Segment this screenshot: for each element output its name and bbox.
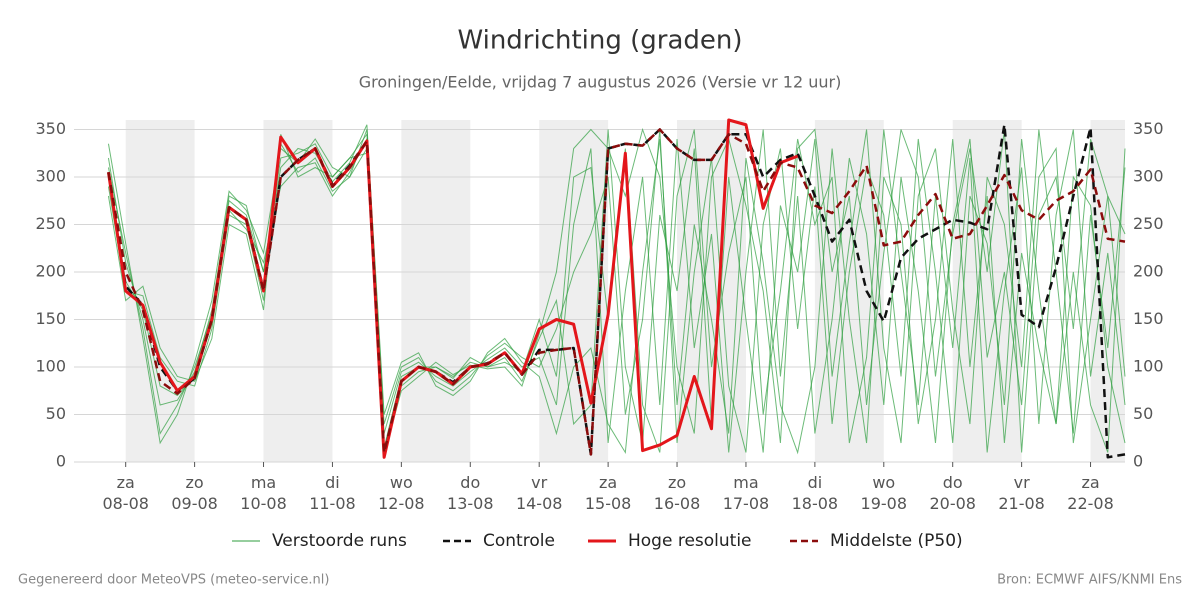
legend-label: Controle	[483, 531, 555, 551]
chart-subtitle: Groningen/Eelde, vrijdag 7 augustus 2026…	[359, 73, 842, 92]
x-tick-label: do 20-08	[929, 473, 976, 513]
y2-tick-label: 350	[1133, 119, 1164, 138]
y-tick-label: 250	[35, 214, 66, 233]
footer-left: Gegenereerd door MeteoVPS (meteo-service…	[18, 573, 329, 588]
x-tick-label: wo 19-08	[861, 473, 908, 513]
x-tick-label: wo 12-08	[378, 473, 425, 513]
x-tick-label: ma 10-08	[240, 473, 287, 513]
ensemble-line	[107, 124, 1126, 453]
y2-tick-label: 250	[1133, 214, 1164, 233]
day-shade	[1090, 120, 1125, 462]
day-shade	[125, 120, 195, 462]
y-tick-label: 350	[35, 119, 66, 138]
legend-label: Verstoorde runs	[272, 531, 407, 551]
x-tick-label: za 08-08	[102, 473, 149, 513]
legend-label: Middelste (P50)	[830, 531, 963, 551]
footer-right: Bron: ECMWF AIFS/KNMI Ens	[997, 573, 1182, 588]
ensemble-line	[107, 129, 1126, 453]
x-tick-label: do 13-08	[447, 473, 494, 513]
x-tick-label: di 18-08	[792, 473, 839, 513]
chart-title: Windrichting (graden)	[457, 26, 742, 56]
y-tick-label: 50	[46, 404, 66, 423]
y-tick-label: 300	[35, 167, 66, 186]
y2-tick-label: 200	[1133, 262, 1164, 281]
y-tick-label: 100	[35, 357, 66, 376]
y-tick-label: 150	[35, 309, 66, 328]
y2-tick-label: 100	[1133, 357, 1164, 376]
x-tick-label: vr 21-08	[998, 473, 1045, 513]
day-shade	[814, 120, 884, 462]
legend: Verstoorde runs Controle Hoge resolutie Mid…	[232, 531, 963, 551]
x-tick-label: ma 17-08	[723, 473, 770, 513]
legend-label: Hoge resolutie	[628, 531, 752, 551]
y2-tick-label: 300	[1133, 167, 1164, 186]
y-tick-label: 0	[56, 452, 66, 471]
x-tick-label: za 22-08	[1067, 473, 1114, 513]
x-tick-label: za 15-08	[585, 473, 632, 513]
x-tick-label: zo 09-08	[171, 473, 218, 513]
x-tick-label: zo 16-08	[654, 473, 701, 513]
y2-tick-label: 0	[1133, 452, 1143, 471]
series-line	[107, 128, 1126, 456]
y-tick-label: 200	[35, 262, 66, 281]
x-tick-label: vr 14-08	[516, 473, 563, 513]
series-layer	[106, 118, 1126, 459]
x-tick-label: di 11-08	[309, 473, 356, 513]
y2-tick-label: 150	[1133, 309, 1164, 328]
y2-tick-label: 50	[1133, 404, 1153, 423]
day-shade	[401, 120, 471, 462]
